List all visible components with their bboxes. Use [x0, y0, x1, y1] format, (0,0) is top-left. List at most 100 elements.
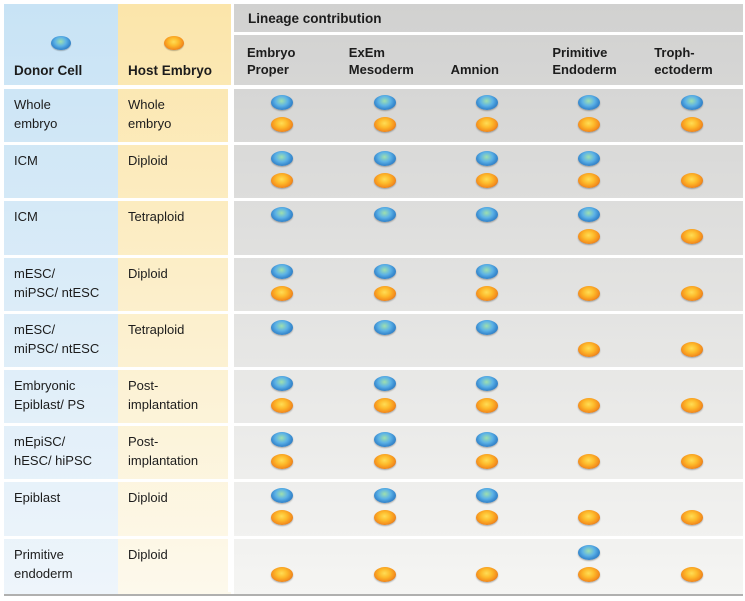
- host-contribution-dot: [578, 341, 601, 357]
- host-contribution-dot: [476, 454, 499, 470]
- donor-contribution-dot: [271, 488, 294, 504]
- table-row: Primitive endoderm Diploid: [4, 538, 743, 592]
- donor-contribution-dot: [578, 544, 601, 560]
- donor-cell-label: Primitive endoderm: [14, 546, 73, 581]
- host-contribution-dot: [680, 510, 703, 526]
- lineage-cell: [641, 314, 743, 367]
- host-contribution-dot: [476, 285, 499, 301]
- host-contribution-dot: [578, 397, 601, 413]
- donor-cell-icon: [51, 36, 71, 50]
- host-contribution-dot: [476, 173, 499, 189]
- host-contribution-dot: [680, 566, 703, 582]
- host-contribution-dot: [476, 566, 499, 582]
- table-bottom-border: [4, 594, 743, 596]
- donor-contribution-dot: [373, 488, 396, 504]
- donor-contribution-dot: [271, 263, 294, 279]
- donor-contribution-dot: [373, 207, 396, 223]
- host-contribution-dot: [680, 341, 703, 357]
- host-contribution-dot: [578, 454, 601, 470]
- lineage-cell: [231, 89, 333, 142]
- lineage-cell: [641, 482, 743, 535]
- lineage-cell: [333, 89, 435, 142]
- lineage-cell: [538, 89, 640, 142]
- host-contribution-dot: [578, 117, 601, 132]
- lineage-cell: [333, 482, 435, 535]
- lineage-cell: [436, 89, 538, 142]
- table-row: mEpiSC/ hESC/ hiPSC Post- implantation: [4, 426, 743, 483]
- donor-cell-label: mEpiSC/ hESC/ hiPSC: [14, 434, 93, 469]
- lineage-cell: [641, 145, 743, 198]
- host-contribution-dot: [373, 285, 396, 301]
- donor-cell-label: mESC/ miPSC/ ntESC: [14, 265, 100, 300]
- donor-contribution-dot: [476, 151, 499, 167]
- host-contribution-dot: [271, 117, 294, 132]
- table-row: ICM Tetraploid: [4, 201, 743, 258]
- donor-cell-header: Donor Cell: [4, 4, 118, 85]
- lineage-cell: [641, 258, 743, 311]
- host-contribution-dot: [373, 510, 396, 526]
- host-contribution-dot: [476, 117, 499, 132]
- lineage-cell: [538, 370, 640, 423]
- donor-cell-header-label: Donor Cell: [14, 63, 83, 78]
- lineage-cell: [436, 539, 538, 592]
- host-embryo-label: Diploid: [118, 257, 231, 311]
- lineage-cell: [231, 201, 333, 254]
- host-contribution-dot: [373, 117, 396, 132]
- lineage-cell: [231, 258, 333, 311]
- host-contribution-dot: [271, 285, 294, 301]
- host-contribution-dot: [680, 173, 703, 189]
- donor-contribution-dot: [271, 319, 294, 335]
- donor-contribution-dot: [271, 95, 294, 110]
- host-contribution-dot: [373, 566, 396, 582]
- lineage-cell: [436, 482, 538, 535]
- lineage-cell: [333, 370, 435, 423]
- lineage-cell: [333, 258, 435, 311]
- host-embryo-label: Diploid: [118, 482, 231, 536]
- donor-contribution-dot: [680, 95, 703, 110]
- lineage-cell: [641, 89, 743, 142]
- host-embryo-label: Whole embryo: [118, 89, 231, 143]
- donor-contribution-dot: [271, 151, 294, 167]
- lineage-cell: [538, 482, 640, 535]
- lineage-cell: [538, 145, 640, 198]
- donor-contribution-dot: [476, 432, 499, 448]
- donor-contribution-dot: [373, 319, 396, 335]
- host-contribution-dot: [373, 397, 396, 413]
- lineage-cell: [436, 314, 538, 367]
- host-embryo-label: Tetraploid: [118, 313, 231, 367]
- lineage-cell: [641, 426, 743, 479]
- donor-cell-label: ICM: [14, 209, 38, 225]
- lineage-cell: [231, 426, 333, 479]
- lineage-cell: [538, 258, 640, 311]
- donor-contribution-dot: [476, 95, 499, 110]
- host-contribution-dot: [271, 173, 294, 189]
- host-embryo-label: Diploid: [118, 145, 231, 199]
- host-contribution-dot: [373, 454, 396, 470]
- column-header-trophectoderm: Troph- ectoderm: [654, 45, 713, 77]
- host-contribution-dot: [680, 229, 703, 245]
- host-contribution-dot: [578, 173, 601, 189]
- host-contribution-dot: [680, 397, 703, 413]
- donor-cell-label: Epiblast: [14, 490, 61, 506]
- host-embryo-label: Post- implantation: [118, 369, 231, 424]
- host-contribution-dot: [578, 229, 601, 245]
- donor-contribution-dot: [373, 151, 396, 167]
- host-column-background: [118, 4, 231, 594]
- header-row-separator: [4, 85, 743, 89]
- lineage-header-group: Lineage contribution Embryo Proper ExEm …: [234, 4, 743, 85]
- donor-contribution-dot: [578, 207, 601, 223]
- host-contribution-dot: [476, 397, 499, 413]
- host-embryo-icon: [164, 36, 184, 50]
- table-row: mESC/ miPSC/ ntESC Diploid: [4, 257, 743, 314]
- column-header-primitive-endoderm: Primitive Endoderm: [552, 45, 617, 77]
- lineage-cell: [436, 201, 538, 254]
- lineage-cell: [436, 258, 538, 311]
- lineage-cell: [333, 314, 435, 367]
- donor-contribution-dot: [476, 319, 499, 335]
- donor-contribution-dot: [373, 432, 396, 448]
- donor-contribution-dot: [476, 263, 499, 279]
- table-row: Epiblast Diploid: [4, 482, 743, 539]
- donor-column-background: [4, 4, 118, 594]
- lineage-cell: [641, 539, 743, 592]
